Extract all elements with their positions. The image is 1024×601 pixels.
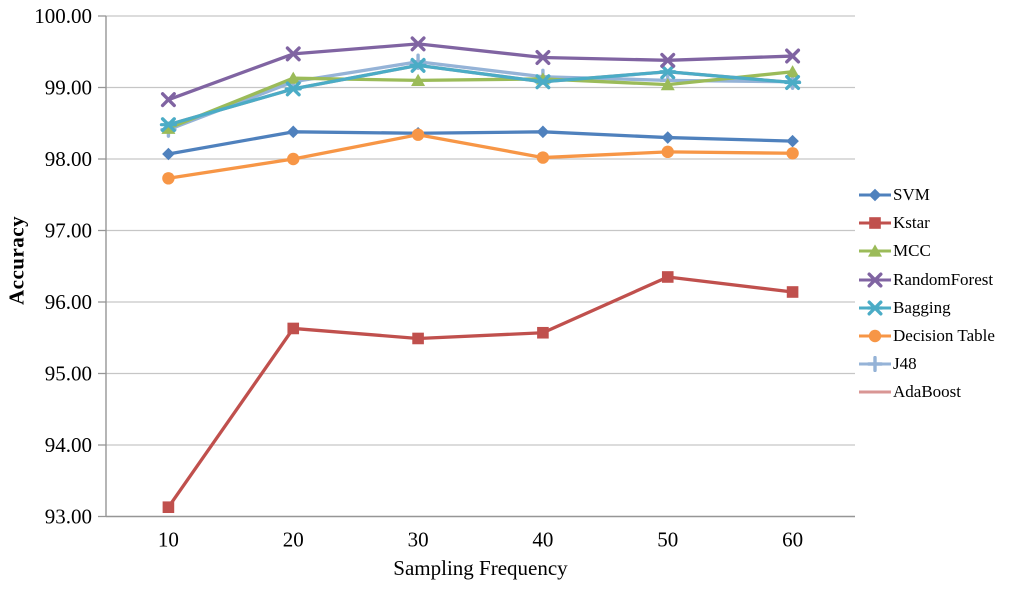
series-marker bbox=[660, 78, 675, 91]
series-line bbox=[166, 130, 795, 156]
series-marker bbox=[786, 134, 799, 148]
legend-label: Decision Table bbox=[893, 326, 995, 346]
adaboost-marker-icon bbox=[859, 390, 891, 394]
legend-item-j48: J48 bbox=[858, 350, 995, 378]
legend-label: J48 bbox=[893, 354, 917, 374]
bagging-marker-icon bbox=[859, 300, 891, 316]
legend-label: RandomForest bbox=[893, 269, 994, 289]
series-line bbox=[166, 60, 795, 132]
y-tick-label: 96.00 bbox=[45, 290, 92, 314]
series-line bbox=[166, 42, 795, 102]
series-marker bbox=[868, 188, 882, 202]
legend-label: MCC bbox=[893, 241, 931, 261]
randomforest-marker-icon bbox=[859, 272, 891, 288]
y-axis-title: Accuracy bbox=[4, 215, 29, 305]
series-marker bbox=[661, 271, 674, 283]
y-tick-label: 95.00 bbox=[45, 362, 92, 386]
legend-label: Bagging bbox=[893, 297, 951, 317]
series-marker bbox=[535, 49, 551, 65]
series-bagging bbox=[159, 57, 802, 133]
y-tick-label: 94.00 bbox=[45, 433, 92, 457]
series-marker bbox=[287, 152, 300, 166]
series-marker bbox=[868, 244, 882, 258]
series-decision-table bbox=[162, 128, 799, 185]
y-tick-label: 100.00 bbox=[34, 4, 92, 28]
series-marker bbox=[786, 286, 799, 298]
legend-item-mcc: MCC bbox=[858, 237, 995, 265]
series-marker bbox=[160, 92, 176, 108]
series-marker bbox=[287, 322, 300, 335]
j48-marker-icon bbox=[859, 356, 891, 373]
series-line bbox=[166, 275, 795, 509]
mcc-marker-icon bbox=[859, 244, 891, 258]
series-marker bbox=[162, 147, 175, 161]
series-marker bbox=[661, 145, 674, 159]
legend-label: Kstar bbox=[893, 213, 930, 233]
series-mcc bbox=[161, 65, 800, 134]
series-marker bbox=[867, 272, 883, 288]
y-tick-label: 99.00 bbox=[45, 76, 92, 100]
series-marker bbox=[286, 125, 300, 139]
legend-label: SVM bbox=[893, 185, 930, 205]
legend-item-svm: SVM bbox=[858, 181, 995, 209]
kstar-marker-icon bbox=[859, 217, 891, 230]
series-marker bbox=[868, 329, 882, 343]
legend-item-randomforest: RandomForest bbox=[858, 266, 995, 294]
x-tick-label: 40 bbox=[532, 528, 553, 552]
series-marker bbox=[536, 125, 550, 139]
series-marker bbox=[411, 128, 425, 141]
series-marker bbox=[411, 73, 426, 86]
x-tick-label: 20 bbox=[283, 528, 304, 552]
svm-marker-icon bbox=[859, 188, 891, 202]
series-line bbox=[166, 70, 795, 130]
series-marker bbox=[286, 71, 301, 84]
series-kstar bbox=[162, 271, 799, 514]
series-marker bbox=[869, 217, 881, 230]
series-marker bbox=[785, 48, 801, 64]
x-tick-label: 30 bbox=[408, 528, 429, 552]
series-line bbox=[166, 63, 795, 127]
y-tick-label: 93.00 bbox=[45, 505, 92, 529]
y-tick-label: 97.00 bbox=[45, 219, 92, 243]
series-svm bbox=[162, 125, 799, 161]
series-marker bbox=[661, 131, 675, 144]
series-marker bbox=[537, 326, 549, 339]
series-line bbox=[166, 133, 795, 180]
x-tick-label: 50 bbox=[657, 528, 678, 552]
decision-table-marker-icon bbox=[859, 329, 891, 343]
legend-item-decision-table: Decision Table bbox=[858, 322, 995, 350]
legend-item-adaboost: AdaBoost bbox=[858, 378, 995, 406]
series-marker bbox=[410, 36, 426, 52]
series-marker bbox=[536, 151, 550, 164]
legend: SVM Kstar MCC RandomForest Bagging Decision T… bbox=[858, 181, 995, 407]
series-marker bbox=[786, 147, 799, 160]
series-marker bbox=[660, 52, 676, 68]
legend-item-bagging: Bagging bbox=[858, 294, 995, 322]
series-marker bbox=[285, 46, 301, 62]
series-randomforest bbox=[160, 36, 801, 108]
series-marker bbox=[162, 501, 175, 514]
x-tick-label: 10 bbox=[158, 528, 179, 552]
x-axis-title: Sampling Frequency bbox=[393, 556, 568, 580]
series-marker bbox=[785, 65, 800, 78]
series-marker bbox=[161, 121, 176, 134]
series-marker bbox=[412, 332, 424, 345]
x-tick-label: 60 bbox=[782, 528, 803, 552]
y-tick-label: 98.00 bbox=[45, 147, 92, 171]
legend-item-kstar: Kstar bbox=[858, 209, 995, 237]
legend-label: AdaBoost bbox=[893, 382, 961, 402]
series-marker bbox=[162, 172, 175, 185]
